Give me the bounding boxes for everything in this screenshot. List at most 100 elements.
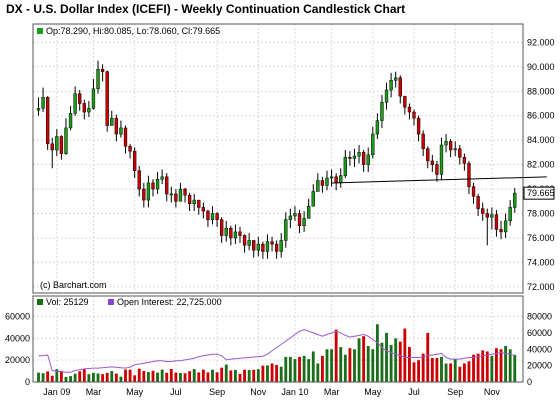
candle-body: [398, 77, 402, 97]
volume-bar: [339, 347, 343, 382]
candle-body: [151, 182, 155, 190]
volume-bar: [55, 369, 59, 382]
volume-bar: [408, 347, 411, 382]
candle-body: [110, 117, 114, 126]
candle-body: [325, 177, 329, 186]
price-tick-label: 82.000: [527, 160, 555, 170]
volume-bar: [183, 373, 187, 382]
volume-bar: [403, 328, 407, 382]
candle-body: [87, 108, 91, 113]
candle-body: [183, 188, 187, 196]
volume-bar: [160, 369, 164, 382]
volume-bar: [453, 359, 457, 382]
volume-bar: [101, 374, 105, 382]
volume-bar: [394, 338, 398, 382]
volume-bar: [59, 370, 63, 382]
volume-bar: [366, 346, 370, 382]
candle-body: [78, 93, 82, 104]
candle-body: [348, 157, 352, 159]
candle-body: [96, 68, 100, 90]
volume-bar: [224, 364, 228, 382]
candle-body: [430, 160, 434, 165]
volume-bar: [133, 375, 137, 382]
candle-body: [458, 148, 462, 158]
candle-body: [169, 193, 173, 196]
volume-bar: [73, 373, 77, 382]
volume-bar: [371, 349, 375, 382]
price-tick-label: 76.000: [527, 233, 555, 243]
candle-body: [366, 154, 370, 165]
volume-bar: [211, 369, 214, 382]
candle-body: [82, 103, 86, 113]
volume-tick-label: 20000: [5, 355, 30, 365]
volume-tick-label: 40000: [5, 333, 30, 343]
volume-bar: [325, 349, 329, 382]
candle-body: [146, 182, 151, 201]
candle-body: [329, 176, 334, 179]
volume-tick-label: 60000: [5, 312, 30, 322]
volume-bar: [375, 324, 379, 382]
candle-body: [293, 213, 297, 217]
volume-legend-swatch: [37, 299, 43, 305]
x-tick-label: Sep: [209, 387, 225, 397]
volume-bar: [449, 363, 453, 382]
volume-bar: [495, 348, 498, 382]
candle-body: [357, 152, 361, 157]
open-interest-legend-swatch: [108, 299, 114, 305]
volume-bar: [105, 372, 109, 382]
candle-body: [68, 113, 73, 129]
volume-bar: [321, 355, 324, 382]
candle-body: [91, 88, 96, 109]
volume-bar: [188, 371, 192, 382]
open-interest-right-axis: 0 20000 40000 60000 80000: [527, 312, 552, 387]
volume-bar: [174, 372, 178, 382]
volume-bar: [513, 354, 517, 382]
x-tick-label: Mar: [86, 387, 102, 397]
candle-body: [142, 188, 146, 201]
candle-body: [274, 243, 279, 252]
volume-bar: [179, 372, 182, 382]
volume-bar: [412, 362, 416, 382]
candle-body: [270, 241, 274, 245]
price-y-axis: 72.00074.00076.00078.00080.00082.00084.0…: [527, 37, 555, 292]
volume-bar: [298, 356, 301, 382]
candle-body: [426, 148, 430, 162]
candle-body: [444, 141, 448, 146]
open-interest-legend-text: Open Interest: 22,725.000: [117, 297, 222, 307]
volume-tick-label: 0: [25, 377, 30, 387]
candle-body: [279, 240, 283, 252]
volume-bar: [343, 354, 347, 382]
price-tick-label: 84.000: [527, 135, 555, 145]
candle-body: [206, 210, 210, 220]
candle-body: [297, 213, 302, 226]
candle-body: [265, 241, 270, 252]
volume-bar: [110, 371, 114, 382]
candle-body: [490, 214, 494, 218]
volume-bar: [293, 359, 297, 382]
volume-bar: [165, 372, 169, 382]
candle-body: [494, 214, 499, 230]
candle-body: [481, 208, 485, 214]
candle-body: [288, 215, 293, 220]
volume-bar: [151, 370, 155, 382]
volume-bar: [37, 372, 40, 382]
volume-left-axis: 0 20000 40000 60000: [5, 312, 30, 387]
volume-bar: [243, 369, 246, 382]
candle-body: [503, 220, 508, 233]
volume-bar: [229, 370, 233, 382]
volume-bar: [119, 376, 123, 382]
volume-bar: [247, 370, 251, 382]
candle-body: [302, 218, 306, 226]
x-tick-label: Nov: [484, 387, 501, 397]
open-interest-tick-label: 80000: [527, 312, 552, 322]
candle-body: [41, 97, 45, 109]
x-tick-label: May: [364, 387, 382, 397]
volume-legend-text: Vol: 25129: [46, 297, 89, 307]
credit-label: (c) Barchart.com: [40, 280, 107, 290]
candle-body: [192, 199, 196, 204]
candle-body: [105, 71, 109, 126]
candle-body: [416, 117, 421, 135]
volume-bar: [82, 368, 86, 382]
volume-bar: [417, 360, 421, 382]
